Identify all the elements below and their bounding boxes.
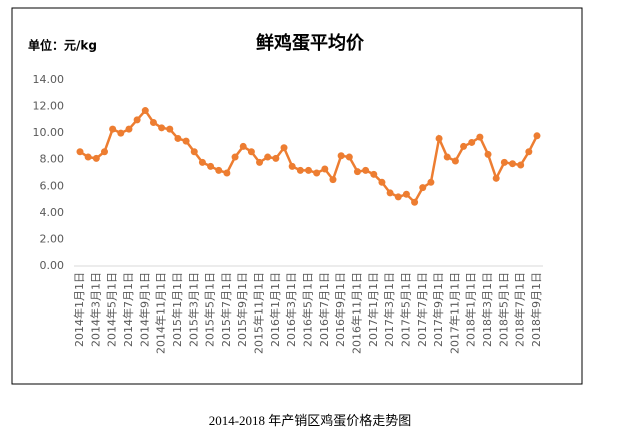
marker <box>533 132 541 140</box>
marker <box>378 178 386 186</box>
x-tick-label: 2016年1月1日 <box>268 272 282 347</box>
marker <box>313 169 321 177</box>
y-tick-label: 4.00 <box>40 206 65 219</box>
marker <box>353 168 361 176</box>
marker <box>190 148 198 156</box>
marker <box>239 142 247 150</box>
marker <box>223 169 231 177</box>
marker <box>443 153 451 161</box>
y-tick-label: 6.00 <box>40 179 65 192</box>
x-tick-label: 2014年1月1日 <box>72 272 86 347</box>
marker <box>509 160 517 168</box>
marker <box>125 125 133 133</box>
marker <box>468 138 476 146</box>
x-tick-label: 2014年9月1日 <box>137 272 151 347</box>
x-tick-label: 2015年11月1日 <box>252 272 266 354</box>
x-tick-label: 2018年9月1日 <box>529 272 543 347</box>
y-tick-label: 12.00 <box>33 100 65 113</box>
x-tick-label: 2016年11月1日 <box>349 272 363 354</box>
marker <box>272 154 280 162</box>
x-tick-label: 2018年5月1日 <box>496 272 510 347</box>
x-tick-label: 2018年3月1日 <box>480 272 494 347</box>
marker <box>207 162 215 170</box>
marker <box>158 124 166 132</box>
y-tick-label: 14.00 <box>33 73 65 86</box>
x-tick-label: 2014年11月1日 <box>154 272 168 354</box>
x-tick-label: 2017年3月1日 <box>382 272 396 347</box>
y-tick-label: 2.00 <box>40 232 65 245</box>
marker <box>427 178 435 186</box>
x-tick-label: 2017年1月1日 <box>366 272 380 347</box>
marker <box>525 148 533 156</box>
marker <box>419 184 427 192</box>
marker <box>247 148 255 156</box>
marker <box>280 144 288 152</box>
marker <box>215 166 223 174</box>
marker <box>149 119 157 127</box>
marker <box>305 166 312 174</box>
marker <box>386 189 394 197</box>
marker <box>451 157 459 165</box>
marker <box>92 154 100 162</box>
x-tick-label: 2018年7月1日 <box>513 272 527 347</box>
x-tick-label: 2015年7月1日 <box>219 272 233 347</box>
x-tick-label: 2015年9月1日 <box>235 272 249 347</box>
x-tick-label: 2017年5月1日 <box>398 272 412 347</box>
x-tick-label: 2014年7月1日 <box>121 272 135 347</box>
marker <box>476 133 484 141</box>
marker <box>133 116 141 124</box>
marker <box>141 107 149 115</box>
marker <box>76 148 84 156</box>
marker <box>264 153 272 161</box>
marker <box>411 198 419 206</box>
marker <box>198 158 206 166</box>
marker <box>370 170 378 178</box>
marker <box>484 150 492 158</box>
marker <box>329 176 337 184</box>
marker <box>362 166 370 174</box>
marker <box>84 153 92 161</box>
x-tick-label: 2016年3月1日 <box>284 272 298 347</box>
marker <box>435 134 443 142</box>
x-tick-label: 2014年3月1日 <box>88 272 102 347</box>
marker <box>345 153 353 161</box>
marker <box>500 158 508 166</box>
x-tick-label: 2015年3月1日 <box>186 272 200 347</box>
y-tick-label: 8.00 <box>40 153 65 166</box>
marker <box>394 193 402 201</box>
marker <box>402 190 410 198</box>
marker <box>517 161 525 169</box>
marker <box>492 174 500 182</box>
y-tick-label: 10.00 <box>33 126 65 139</box>
marker <box>117 129 125 137</box>
marker <box>337 152 345 160</box>
x-tick-label: 2017年9月1日 <box>431 272 445 347</box>
x-tick-label: 2015年5月1日 <box>203 272 217 347</box>
marker <box>321 165 329 173</box>
marker <box>231 153 239 161</box>
marker <box>296 166 304 174</box>
x-tick-label: 2016年7月1日 <box>317 272 331 347</box>
y-tick-label: 0.00 <box>40 259 65 272</box>
marker <box>288 162 296 170</box>
x-tick-label: 2016年9月1日 <box>333 272 347 347</box>
x-tick-label: 2014年5月1日 <box>105 272 119 347</box>
x-tick-label: 2018年1月1日 <box>464 272 478 347</box>
marker <box>109 125 117 133</box>
x-tick-label: 2017年7月1日 <box>415 272 429 347</box>
x-tick-label: 2016年5月1日 <box>301 272 315 347</box>
marker <box>182 137 190 145</box>
marker <box>460 142 468 150</box>
chart-border <box>11 7 583 385</box>
marker <box>100 148 108 156</box>
chart-title: 鲜鸡蛋平均价 <box>256 32 365 54</box>
x-tick-label: 2015年1月1日 <box>170 272 184 347</box>
unit-label: 单位：元/kg <box>28 38 97 53</box>
marker <box>256 158 264 166</box>
marker <box>174 134 182 142</box>
caption: 2014-2018 年产销区鸡蛋价格走势图 <box>209 413 412 428</box>
x-tick-label: 2017年11月1日 <box>447 272 461 354</box>
marker <box>166 125 174 133</box>
